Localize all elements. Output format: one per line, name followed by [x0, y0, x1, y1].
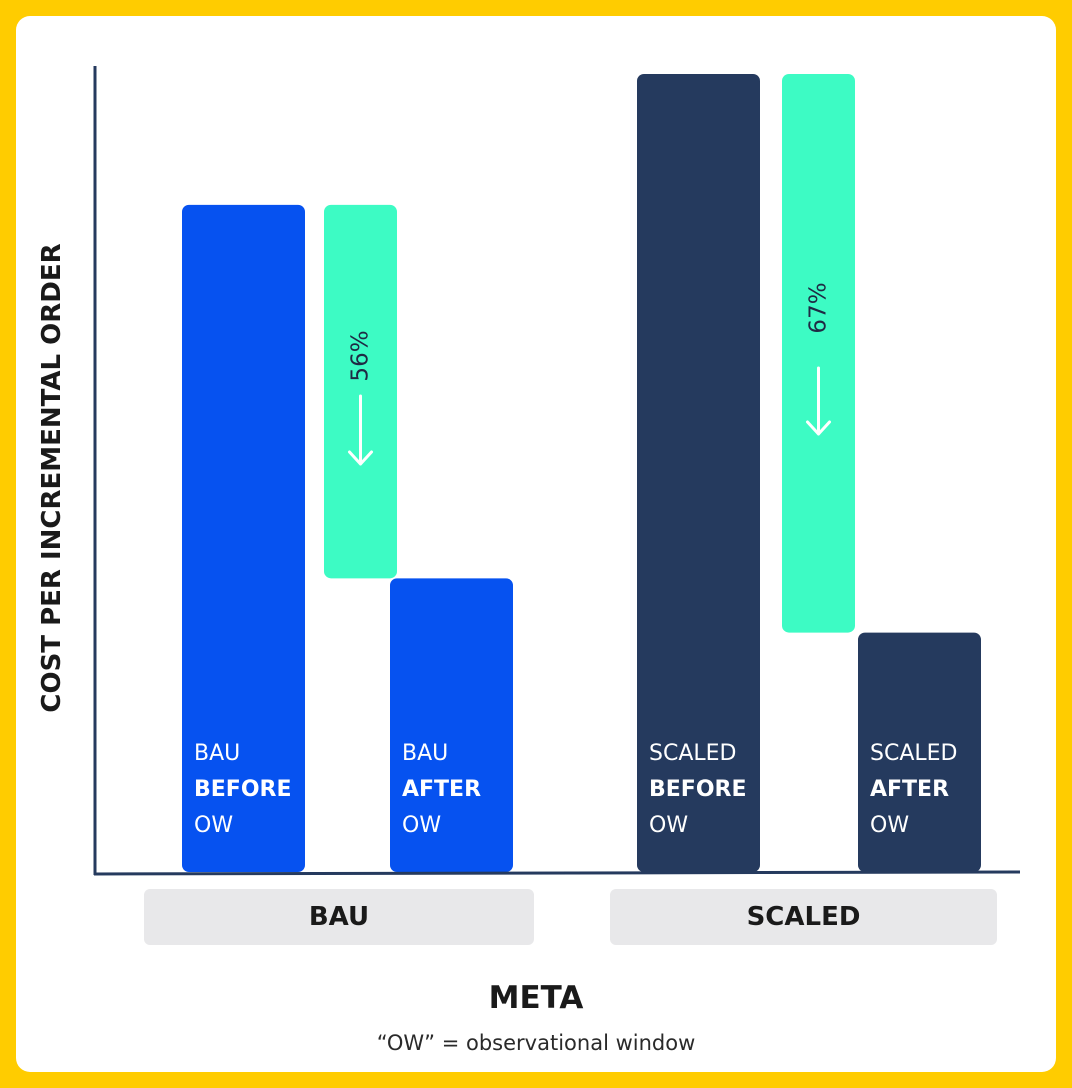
reduction-label: 67%	[806, 282, 832, 333]
bar-bau-after	[390, 578, 513, 872]
bar-label-mid: AFTER	[402, 777, 481, 802]
bar-label-bottom: OW	[194, 813, 233, 838]
group-label-bau: BAU	[144, 889, 534, 945]
bar-label-top: SCALED	[870, 741, 957, 766]
bar-label-bottom: OW	[402, 813, 441, 838]
x-axis-line	[93, 870, 1021, 876]
bar-label-mid: BEFORE	[649, 777, 747, 802]
group-label-scaled: SCALED	[610, 889, 997, 945]
reduction-bar-scaled	[782, 74, 855, 633]
bar-scaled-after	[858, 632, 981, 872]
x-axis-title: META	[488, 980, 584, 1016]
bar-label-top: BAU	[402, 741, 448, 766]
bar-scaled-before	[637, 74, 760, 872]
footnote: “OW” = observational window	[376, 1031, 696, 1055]
reduction-label: 56%	[348, 330, 374, 381]
down-arrow-icon	[348, 394, 373, 466]
bar-label-top: BAU	[194, 741, 240, 766]
bar-label-bottom: OW	[649, 813, 688, 838]
bar-label-mid: AFTER	[870, 777, 949, 802]
bar-label-top: SCALED	[649, 741, 736, 766]
reduction-bar-bau	[324, 204, 397, 579]
down-arrow-icon	[806, 366, 831, 436]
bar-bau-before	[182, 204, 305, 872]
y-axis-title: COST PER INCREMENTAL ORDER	[37, 243, 67, 712]
bar-label-bottom: OW	[870, 813, 909, 838]
bar-label-mid: BEFORE	[194, 777, 292, 802]
